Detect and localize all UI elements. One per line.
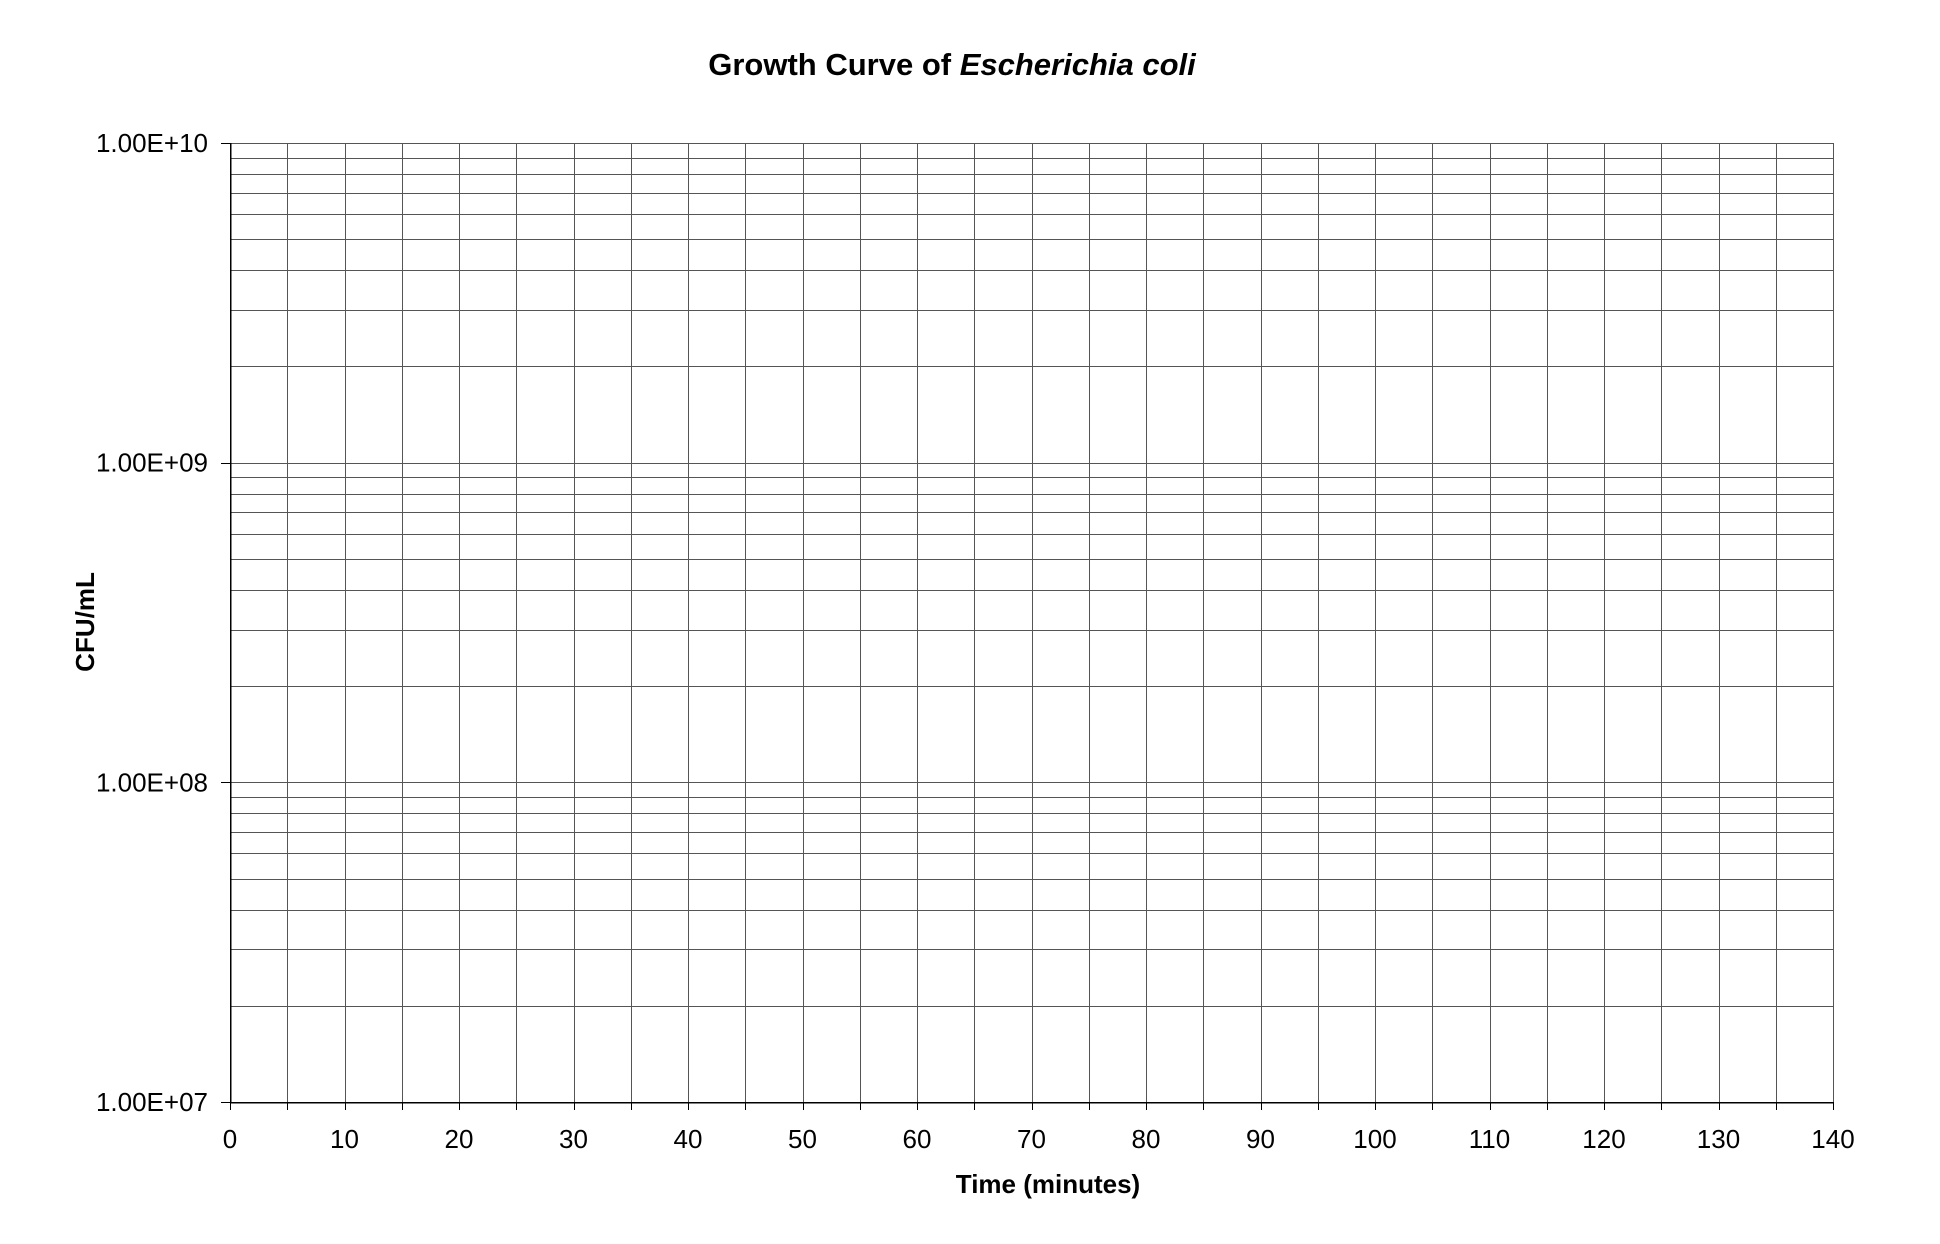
y-tick-label: 1.00E+09 xyxy=(96,448,208,478)
chart-title-species: Escherichia coli xyxy=(960,47,1197,82)
x-tick-label: 70 xyxy=(1017,1124,1046,1154)
tick-marks xyxy=(221,143,1834,1110)
x-tick-label: 80 xyxy=(1132,1124,1161,1154)
x-tick-label: 110 xyxy=(1469,1124,1510,1154)
x-tick-label: 0 xyxy=(223,1124,237,1154)
chart-title: Growth Curve of Escherichia coli xyxy=(708,47,1197,82)
x-tick-label: 140 xyxy=(1811,1124,1854,1154)
minor-gridlines xyxy=(230,143,1834,1102)
x-tick-label: 130 xyxy=(1697,1124,1740,1154)
y-axis-title: CFU/mL xyxy=(70,572,100,672)
x-tick-label: 90 xyxy=(1246,1124,1275,1154)
x-axis-title: Time (minutes) xyxy=(956,1169,1140,1199)
y-tick-label: 1.00E+10 xyxy=(96,128,208,158)
y-tick-label: 1.00E+08 xyxy=(96,767,208,797)
chart-title-prefix: Growth Curve of xyxy=(708,47,959,82)
x-tick-label: 60 xyxy=(903,1124,932,1154)
y-tick-label: 1.00E+07 xyxy=(96,1087,208,1117)
x-tick-labels: 0 10 20 30 40 50 60 70 80 90 100 110 120 130 140 xyxy=(223,1124,1855,1154)
x-tick-label: 50 xyxy=(788,1124,817,1154)
x-tick-label: 10 xyxy=(330,1124,359,1154)
x-tick-label: 20 xyxy=(445,1124,474,1154)
x-tick-label: 30 xyxy=(559,1124,588,1154)
x-tick-label: 100 xyxy=(1353,1124,1396,1154)
x-tick-label: 120 xyxy=(1582,1124,1625,1154)
y-tick-labels: 1.00E+07 1.00E+08 1.00E+09 1.00E+10 xyxy=(96,128,208,1117)
major-gridlines xyxy=(229,143,1834,1104)
x-tick-label: 40 xyxy=(674,1124,703,1154)
